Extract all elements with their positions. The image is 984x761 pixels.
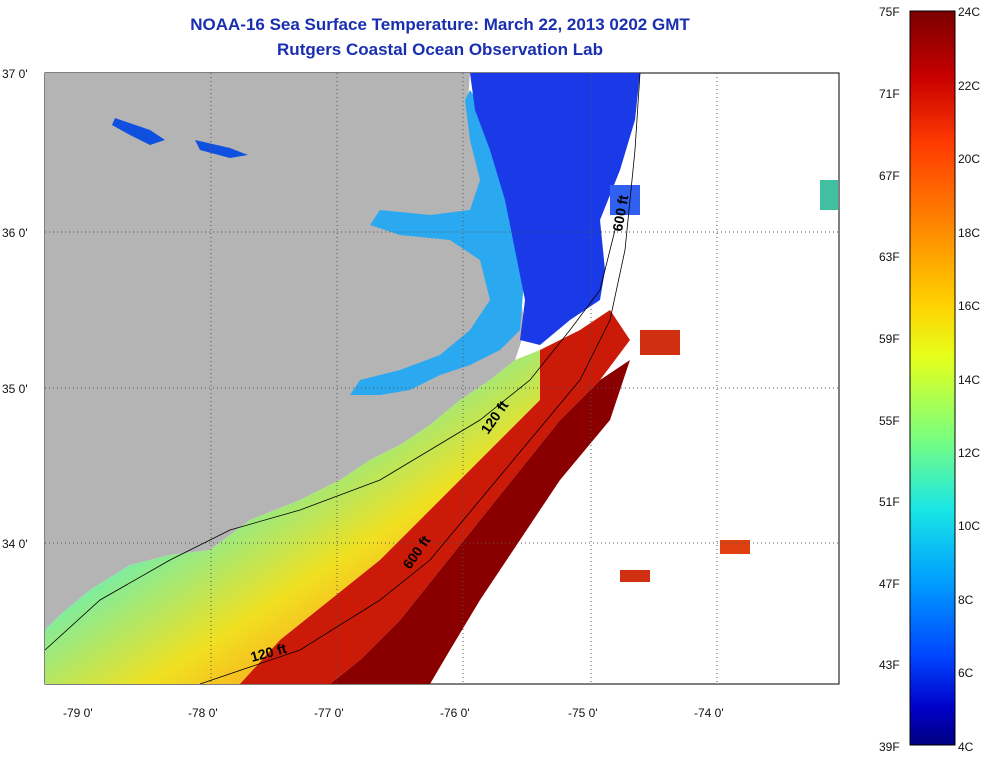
cool-patch [820, 180, 838, 210]
longitude-label: -79 0' [63, 706, 93, 720]
colorbar-c-label: 20C [958, 152, 981, 166]
longitude-axis: -79 0' -78 0' -77 0' -76 0' -75 0' -74 0… [63, 706, 724, 720]
warm-patch [720, 540, 750, 554]
colorbar-c-label: 22C [958, 79, 981, 93]
colorbar-c-label: 6C [958, 666, 974, 680]
warm-patch [620, 570, 650, 582]
latitude-label: 34 0' [2, 537, 28, 551]
colorbar-c-label: 8C [958, 593, 974, 607]
colorbar-f-label: 75F [879, 5, 900, 19]
gridlines [45, 73, 839, 684]
colorbar-c-label: 12C [958, 446, 981, 460]
colorbar-f-label: 47F [879, 577, 900, 591]
colorbar-f-label: 59F [879, 332, 900, 346]
map-content [45, 73, 839, 684]
latitude-label: 37 0' [2, 67, 28, 81]
colorbar-c-label: 14C [958, 373, 981, 387]
colorbar [909, 10, 956, 746]
colorbar-c-label: 10C [958, 519, 981, 533]
cold-northern-water [470, 73, 640, 345]
cool-patch [610, 185, 640, 215]
title-line-2: Rutgers Coastal Ocean Observation Lab [277, 40, 603, 59]
contour-600ft [199, 73, 641, 684]
contour-label: 600 ft [609, 193, 631, 232]
river-inlet-2 [195, 140, 248, 158]
pamlico-albemarle-sound [350, 90, 525, 395]
contour-120ft [45, 229, 616, 651]
colorbar-f-label: 71F [879, 87, 900, 101]
colorbar-c-label: 24C [958, 5, 981, 19]
colorbar-f-label: 39F [879, 740, 900, 754]
latitude-label: 36 0' [2, 226, 28, 240]
colorbar-c-label: 18C [958, 226, 981, 240]
colorbar-f-label: 51F [879, 495, 900, 509]
shelf-water [45, 350, 560, 684]
land-area [45, 73, 525, 630]
colorbar-c-label: 4C [958, 740, 974, 754]
title-line-1: NOAA-16 Sea Surface Temperature: March 2… [190, 15, 690, 34]
longitude-label: -77 0' [314, 706, 344, 720]
colorbar-f-label: 55F [879, 414, 900, 428]
gulf-stream-dark [330, 360, 630, 684]
colorbar-c-label: 16C [958, 299, 981, 313]
longitude-label: -78 0' [188, 706, 218, 720]
longitude-label: -74 0' [694, 706, 724, 720]
colorbar-f-label: 63F [879, 250, 900, 264]
longitude-label: -75 0' [568, 706, 598, 720]
colorbar-f-label: 67F [879, 169, 900, 183]
longitude-label: -76 0' [440, 706, 470, 720]
river-inlet-1 [112, 118, 165, 145]
latitude-axis: 37 0' 36 0' 35 0' 34 0' [2, 67, 28, 551]
colorbar-f-label: 43F [879, 658, 900, 672]
map-title: NOAA-16 Sea Surface Temperature: March 2… [40, 12, 840, 62]
warm-patch [640, 330, 680, 355]
gulf-stream-warm [240, 310, 630, 684]
latitude-label: 35 0' [2, 382, 28, 396]
